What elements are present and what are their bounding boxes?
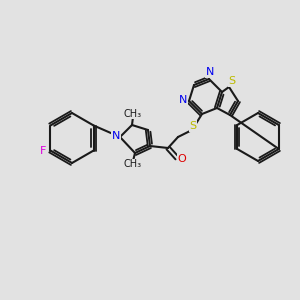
- Text: F: F: [40, 146, 46, 155]
- Text: N: N: [179, 95, 187, 105]
- Text: S: S: [228, 76, 236, 86]
- Text: CH₃: CH₃: [124, 109, 142, 119]
- Text: O: O: [178, 154, 186, 164]
- Text: N: N: [206, 67, 214, 77]
- Text: CH₃: CH₃: [124, 159, 142, 169]
- Text: S: S: [189, 121, 197, 131]
- Text: N: N: [112, 131, 120, 141]
